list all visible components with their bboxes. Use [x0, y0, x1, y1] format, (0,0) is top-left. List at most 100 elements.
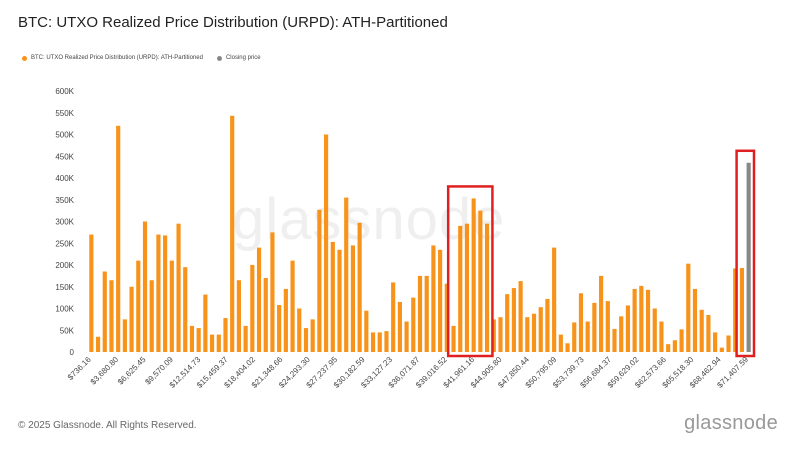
- urpd-bar[interactable]: [438, 249, 443, 352]
- urpd-bar[interactable]: [565, 343, 570, 352]
- urpd-bar[interactable]: [545, 298, 550, 352]
- urpd-bar[interactable]: [176, 223, 181, 352]
- urpd-bar[interactable]: [692, 288, 698, 352]
- urpd-bar[interactable]: [397, 301, 402, 352]
- urpd-bar[interactable]: [102, 271, 107, 352]
- urpd-bar[interactable]: [357, 222, 362, 352]
- urpd-bar[interactable]: [444, 283, 449, 352]
- urpd-bar[interactable]: [256, 247, 262, 352]
- urpd-bar[interactable]: [719, 347, 724, 352]
- urpd-bar[interactable]: [531, 313, 537, 352]
- urpd-bar[interactable]: [95, 336, 101, 352]
- urpd-bar[interactable]: [310, 319, 315, 353]
- urpd-bar[interactable]: [726, 335, 731, 352]
- urpd-bar[interactable]: [585, 321, 590, 352]
- urpd-bar[interactable]: [183, 267, 188, 352]
- urpd-bar[interactable]: [129, 286, 134, 352]
- urpd-bar[interactable]: [411, 297, 416, 353]
- urpd-bar[interactable]: [464, 223, 470, 352]
- urpd-bar[interactable]: [344, 197, 349, 352]
- urpd-bar[interactable]: [491, 319, 496, 353]
- urpd-bar[interactable]: [733, 268, 738, 352]
- urpd-bar[interactable]: [142, 221, 148, 353]
- urpd-bar[interactable]: [297, 308, 302, 353]
- urpd-bar[interactable]: [89, 234, 94, 352]
- urpd-bar[interactable]: [263, 278, 268, 352]
- urpd-bar[interactable]: [639, 285, 644, 352]
- urpd-bar[interactable]: [699, 309, 704, 352]
- urpd-bar[interactable]: [417, 275, 423, 353]
- urpd-bar[interactable]: [149, 280, 154, 352]
- urpd-bar[interactable]: [377, 332, 382, 352]
- urpd-bar[interactable]: [324, 134, 329, 353]
- legend-item-closing-price[interactable]: Closing price: [216, 55, 261, 61]
- urpd-bar[interactable]: [230, 115, 235, 352]
- urpd-bar[interactable]: [679, 329, 684, 352]
- urpd-bar[interactable]: [196, 328, 201, 352]
- urpd-bar[interactable]: [592, 302, 597, 352]
- urpd-bar[interactable]: [478, 210, 483, 353]
- urpd-bar[interactable]: [632, 288, 637, 352]
- urpd-bar[interactable]: [525, 317, 530, 352]
- urpd-bar[interactable]: [645, 289, 651, 352]
- urpd-bar[interactable]: [330, 241, 335, 352]
- urpd-bar[interactable]: [666, 344, 671, 352]
- urpd-bar[interactable]: [659, 321, 664, 352]
- urpd-bar[interactable]: [713, 332, 718, 352]
- urpd-bar[interactable]: [236, 280, 241, 352]
- urpd-bar[interactable]: [612, 328, 617, 352]
- urpd-bar[interactable]: [270, 232, 275, 353]
- urpd-bar[interactable]: [277, 305, 282, 352]
- urpd-bar[interactable]: [317, 209, 322, 352]
- urpd-bar[interactable]: [223, 318, 228, 352]
- urpd-bar[interactable]: [391, 282, 396, 352]
- urpd-bar[interactable]: [578, 293, 584, 352]
- urpd-bar[interactable]: [109, 280, 114, 352]
- urpd-bar[interactable]: [498, 317, 503, 352]
- urpd-bar[interactable]: [706, 315, 711, 352]
- urpd-bar[interactable]: [337, 249, 342, 352]
- urpd-bar[interactable]: [605, 301, 610, 352]
- urpd-bar[interactable]: [169, 260, 174, 352]
- urpd-bar[interactable]: [451, 325, 456, 352]
- urpd-bar[interactable]: [364, 310, 369, 352]
- urpd-bar[interactable]: [505, 294, 510, 352]
- urpd-bar[interactable]: [672, 340, 677, 352]
- urpd-bar[interactable]: [283, 288, 288, 352]
- urpd-bar[interactable]: [652, 308, 657, 353]
- urpd-bar[interactable]: [303, 328, 309, 352]
- urpd-bar[interactable]: [350, 245, 356, 352]
- urpd-bar[interactable]: [243, 325, 248, 352]
- urpd-bar[interactable]: [163, 235, 168, 352]
- urpd-bar[interactable]: [619, 316, 624, 352]
- urpd-bar[interactable]: [471, 198, 476, 352]
- urpd-bar[interactable]: [156, 234, 161, 352]
- urpd-bar[interactable]: [210, 334, 215, 352]
- urpd-bar[interactable]: [384, 331, 389, 352]
- urpd-bar[interactable]: [424, 275, 429, 353]
- urpd-bar[interactable]: [739, 268, 745, 352]
- urpd-bar[interactable]: [189, 325, 195, 352]
- urpd-bar[interactable]: [116, 125, 121, 352]
- urpd-bar[interactable]: [250, 265, 255, 352]
- urpd-bar[interactable]: [203, 294, 208, 352]
- urpd-bar[interactable]: [686, 263, 691, 352]
- urpd-bar[interactable]: [458, 225, 463, 352]
- urpd-bar[interactable]: [572, 322, 577, 352]
- urpd-bar[interactable]: [290, 260, 295, 352]
- urpd-bar[interactable]: [136, 260, 141, 352]
- urpd-bar[interactable]: [484, 223, 490, 352]
- urpd-bar[interactable]: [599, 275, 604, 353]
- urpd-bar[interactable]: [431, 245, 436, 352]
- closing-price-bar[interactable]: [746, 162, 751, 352]
- urpd-bar[interactable]: [511, 288, 516, 352]
- urpd-bar[interactable]: [404, 321, 409, 352]
- urpd-bar[interactable]: [370, 332, 376, 352]
- urpd-bar[interactable]: [625, 305, 630, 352]
- urpd-bar[interactable]: [122, 319, 127, 353]
- urpd-bar[interactable]: [216, 334, 221, 352]
- legend-item-urpd[interactable]: BTC: UTXO Realized Price Distribution (U…: [22, 55, 203, 61]
- urpd-bar[interactable]: [552, 247, 557, 352]
- urpd-bar[interactable]: [538, 307, 543, 352]
- urpd-bar[interactable]: [518, 281, 523, 352]
